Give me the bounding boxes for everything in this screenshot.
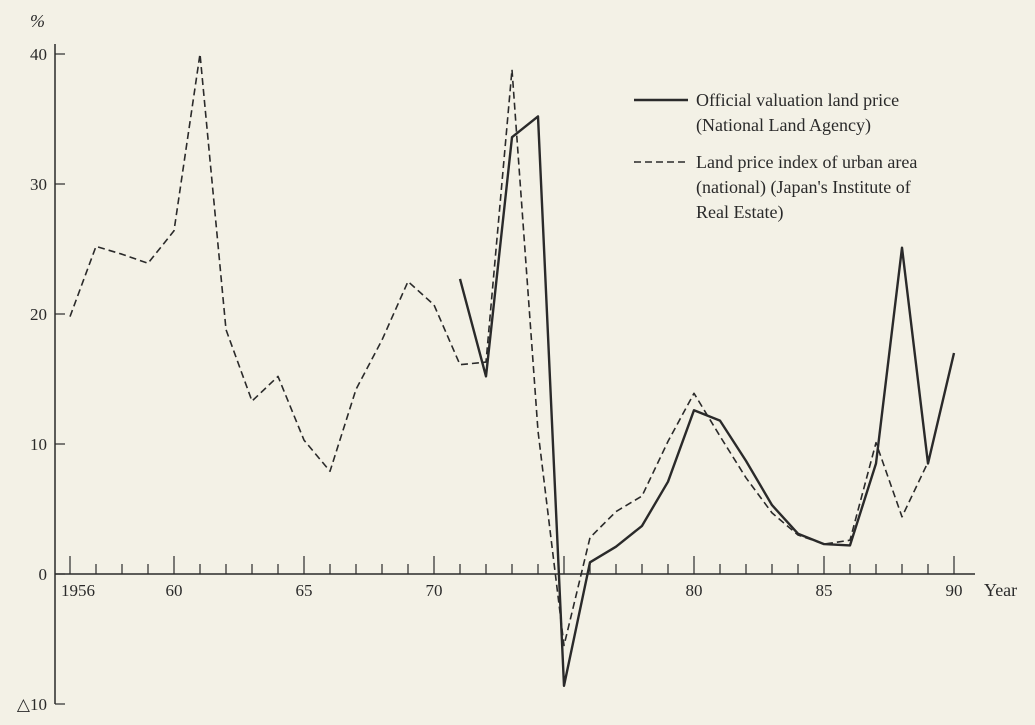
legend-label-0-line-0: Official valuation land price — [696, 90, 899, 110]
y-axis-unit-label: % — [30, 11, 45, 31]
x-tick-label-2: 65 — [296, 581, 313, 600]
legend-label-1-line-2: Real Estate) — [696, 202, 783, 223]
legend-label-0-line-1: (National Land Agency) — [696, 115, 871, 136]
legend-label-1-line-1: (national) (Japan's Institute of — [696, 177, 911, 198]
y-tick-label-0: 40 — [30, 45, 47, 64]
legend: Official valuation land price (National L… — [634, 90, 917, 223]
y-tick-label-4: 0 — [39, 565, 48, 584]
x-axis-unit-label: Year — [984, 580, 1017, 600]
x-axis-ticks: 1956 60 65 70 80 85 90 — [61, 556, 963, 600]
y-tick-label-2: 20 — [30, 305, 47, 324]
y-tick-label-5: △10 — [17, 695, 47, 714]
y-tick-label-1: 30 — [30, 175, 47, 194]
x-tick-label-1: 60 — [166, 581, 183, 600]
x-tick-label-6: 90 — [946, 581, 963, 600]
y-axis-ticks: 40 30 20 10 0 △10 — [17, 45, 65, 714]
y-tick-label-3: 10 — [30, 435, 47, 454]
series-line-1 — [70, 54, 928, 646]
x-tick-label-5: 85 — [816, 581, 833, 600]
x-tick-label-3: 70 — [426, 581, 443, 600]
x-tick-label-4: 80 — [686, 581, 703, 600]
x-tick-label-0: 1956 — [61, 581, 95, 600]
legend-label-1-line-0: Land price index of urban area — [696, 152, 917, 172]
axes — [55, 44, 975, 704]
